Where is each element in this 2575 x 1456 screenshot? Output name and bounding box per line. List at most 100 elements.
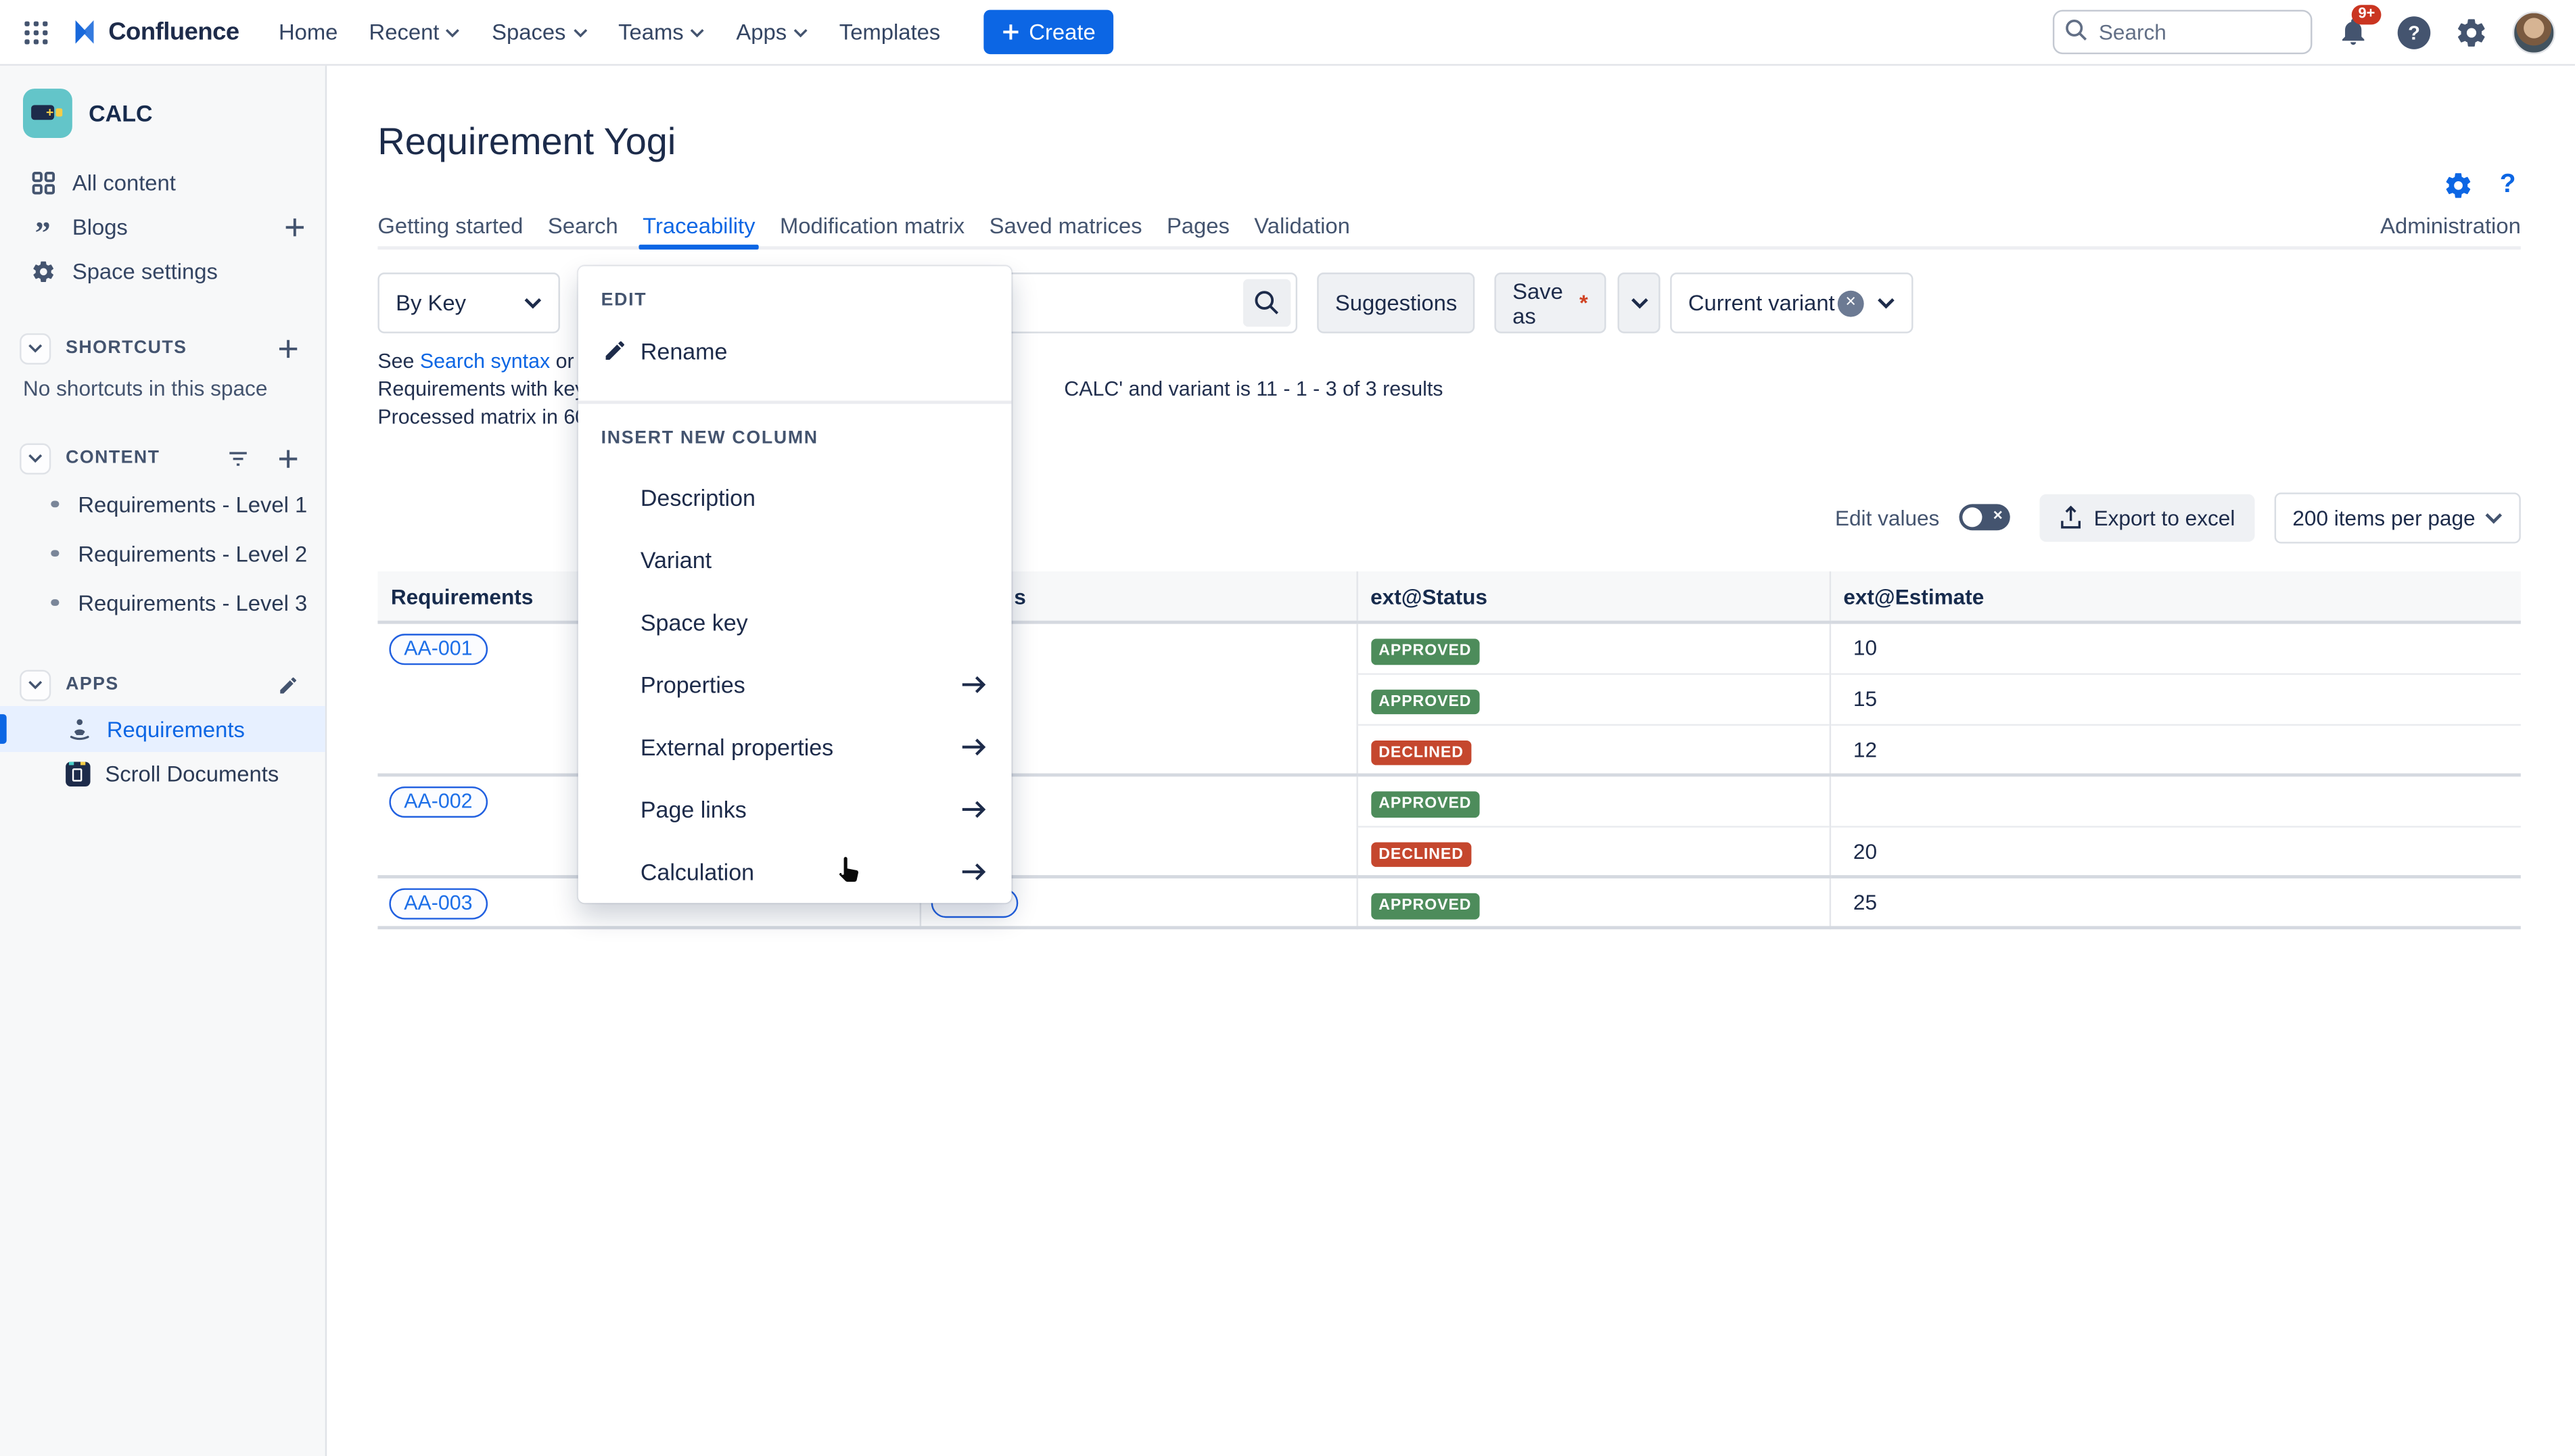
- add-blog-icon[interactable]: [284, 216, 306, 238]
- menu-item-page-links[interactable]: Page links: [578, 778, 1012, 841]
- tab-modification-matrix[interactable]: Modification matrix: [780, 214, 965, 247]
- user-avatar[interactable]: [2513, 11, 2555, 53]
- save-as-button[interactable]: Save as *: [1494, 273, 1606, 333]
- status-badge: DECLINED: [1370, 740, 1472, 766]
- estimate-cell[interactable]: 20: [1830, 826, 2521, 876]
- nav-home[interactable]: Home: [279, 20, 338, 44]
- gear-icon: [30, 258, 56, 285]
- nav-apps[interactable]: Apps: [736, 20, 808, 44]
- estimate-cell[interactable]: 15: [1830, 673, 2521, 724]
- export-to-excel-button[interactable]: Export to excel: [2039, 494, 2254, 541]
- estimate-cell[interactable]: 10: [1830, 622, 2521, 673]
- chevron-down-icon: [1877, 297, 1895, 308]
- tab-pages[interactable]: Pages: [1167, 214, 1230, 247]
- sidebar-item-all-content[interactable]: All content: [0, 161, 325, 206]
- menu-item-variant[interactable]: Variant: [578, 529, 1012, 591]
- edit-apps-icon[interactable]: [277, 674, 305, 696]
- requirement-yogi-settings-button[interactable]: [2444, 171, 2474, 201]
- requirement-key-badge[interactable]: AA-002: [389, 786, 487, 818]
- search-icon: [2064, 18, 2089, 43]
- requirement-key-badge[interactable]: AA-001: [389, 634, 487, 665]
- search-icon: [1253, 289, 1280, 316]
- sidebar-page-requirements-level-1[interactable]: Requirements - Level 1: [0, 479, 325, 529]
- tab-search[interactable]: Search: [548, 214, 618, 247]
- clear-variant-icon[interactable]: ×: [1838, 290, 1864, 316]
- menu-section-insert-new-column: INSERT NEW COLUMN: [601, 429, 818, 448]
- tab-validation[interactable]: Validation: [1254, 214, 1350, 247]
- column-options-menu: EDIT Rename INSERT NEW COLUMN Descriptio…: [578, 266, 1012, 903]
- column-header-ext-status[interactable]: ext@Status: [1356, 571, 1829, 622]
- shortcuts-section-header: SHORTCUTS: [0, 327, 325, 369]
- notification-count-badge: 9+: [2352, 4, 2382, 24]
- tab-getting-started[interactable]: Getting started: [377, 214, 523, 247]
- column-header-ext-estimate[interactable]: ext@Estimate: [1830, 571, 2521, 622]
- scroll-documents-icon: [66, 761, 90, 785]
- sidebar-app-scroll-documents[interactable]: Scroll Documents: [0, 752, 325, 795]
- sidebar-page-requirements-level-3[interactable]: Requirements - Level 3: [0, 578, 325, 628]
- nav-recent[interactable]: Recent: [369, 20, 461, 44]
- chevron-down-icon: [1630, 297, 1648, 308]
- tab-traceability[interactable]: Traceability: [643, 214, 755, 247]
- chevron-down-icon: [446, 27, 461, 37]
- variant-select[interactable]: Current variant ×: [1670, 273, 1913, 333]
- collapse-apps-icon[interactable]: [20, 669, 51, 700]
- menu-item-description[interactable]: Description: [578, 467, 1012, 529]
- status-badge: DECLINED: [1370, 841, 1472, 867]
- estimate-cell[interactable]: [1830, 775, 2521, 826]
- grid-icon: [30, 170, 56, 196]
- sidebar-page-requirements-level-2[interactable]: Requirements - Level 2: [0, 529, 325, 578]
- mouse-cursor-icon: [829, 851, 865, 890]
- suggestions-button[interactable]: Suggestions: [1317, 273, 1475, 333]
- menu-item-space-key[interactable]: Space key: [578, 591, 1012, 653]
- gear-icon: [2455, 16, 2488, 49]
- sidebar-app-requirements[interactable]: Requirements: [0, 706, 325, 752]
- search-syntax-link[interactable]: Search syntax: [420, 350, 550, 373]
- tab-administration[interactable]: Administration: [2380, 214, 2521, 247]
- menu-section-edit: EDIT: [601, 291, 647, 310]
- nav-spaces[interactable]: Spaces: [492, 20, 587, 44]
- submenu-arrow-icon: [960, 799, 987, 819]
- settings-button[interactable]: [2455, 16, 2488, 49]
- sidebar-item-space-settings[interactable]: Space settings: [0, 250, 325, 294]
- bullet-icon: [51, 550, 58, 557]
- add-content-icon[interactable]: [277, 448, 305, 469]
- status-badge: APPROVED: [1370, 638, 1480, 664]
- run-search-button[interactable]: [1243, 279, 1291, 327]
- help-button[interactable]: ?: [2398, 16, 2431, 49]
- sidebar-item-blogs[interactable]: ” Blogs: [0, 205, 325, 250]
- nav-templates[interactable]: Templates: [839, 20, 940, 44]
- save-as-more-button[interactable]: [1617, 273, 1660, 333]
- requirement-key-badge[interactable]: AA-003: [389, 888, 487, 919]
- requirement-yogi-help-button[interactable]: ?: [2500, 171, 2516, 201]
- estimate-cell[interactable]: 12: [1830, 724, 2521, 775]
- menu-item-calculation[interactable]: Calculation: [578, 841, 1012, 903]
- tab-bar: Getting started Search Traceability Modi…: [377, 214, 2520, 250]
- space-header[interactable]: + CALC: [0, 66, 325, 147]
- add-shortcut-icon[interactable]: [277, 337, 305, 359]
- search-mode-select[interactable]: By Key: [377, 273, 559, 333]
- menu-item-properties[interactable]: Properties: [578, 653, 1012, 715]
- create-button[interactable]: Create: [983, 10, 1113, 55]
- confluence-logo-text: Confluence: [108, 18, 239, 46]
- nav-teams[interactable]: Teams: [618, 20, 705, 44]
- confluence-logo[interactable]: Confluence: [69, 16, 239, 47]
- notifications-button[interactable]: 9+: [2337, 14, 2373, 50]
- filter-content-icon[interactable]: [227, 448, 262, 469]
- plus-icon: [1001, 23, 1019, 41]
- estimate-cell[interactable]: 25: [1830, 876, 2521, 927]
- search-input[interactable]: [2053, 10, 2313, 55]
- screen: Confluence Home Recent Spaces Teams Apps…: [0, 0, 2575, 1456]
- app-switcher-icon[interactable]: [20, 16, 53, 49]
- tab-saved-matrices[interactable]: Saved matrices: [990, 214, 1142, 247]
- collapse-shortcuts-icon[interactable]: [20, 333, 51, 364]
- bullet-icon: [51, 599, 58, 607]
- edit-values-toggle[interactable]: ×: [1959, 504, 2010, 530]
- menu-divider: [578, 400, 1012, 404]
- items-per-page-select[interactable]: 200 items per page: [2275, 492, 2521, 542]
- submenu-arrow-icon: [960, 737, 987, 757]
- collapse-content-icon[interactable]: [20, 442, 51, 473]
- global-search[interactable]: [2053, 10, 2313, 55]
- menu-item-rename[interactable]: Rename: [578, 320, 1012, 382]
- menu-item-external-properties[interactable]: External properties: [578, 716, 1012, 778]
- export-icon: [2060, 505, 2083, 530]
